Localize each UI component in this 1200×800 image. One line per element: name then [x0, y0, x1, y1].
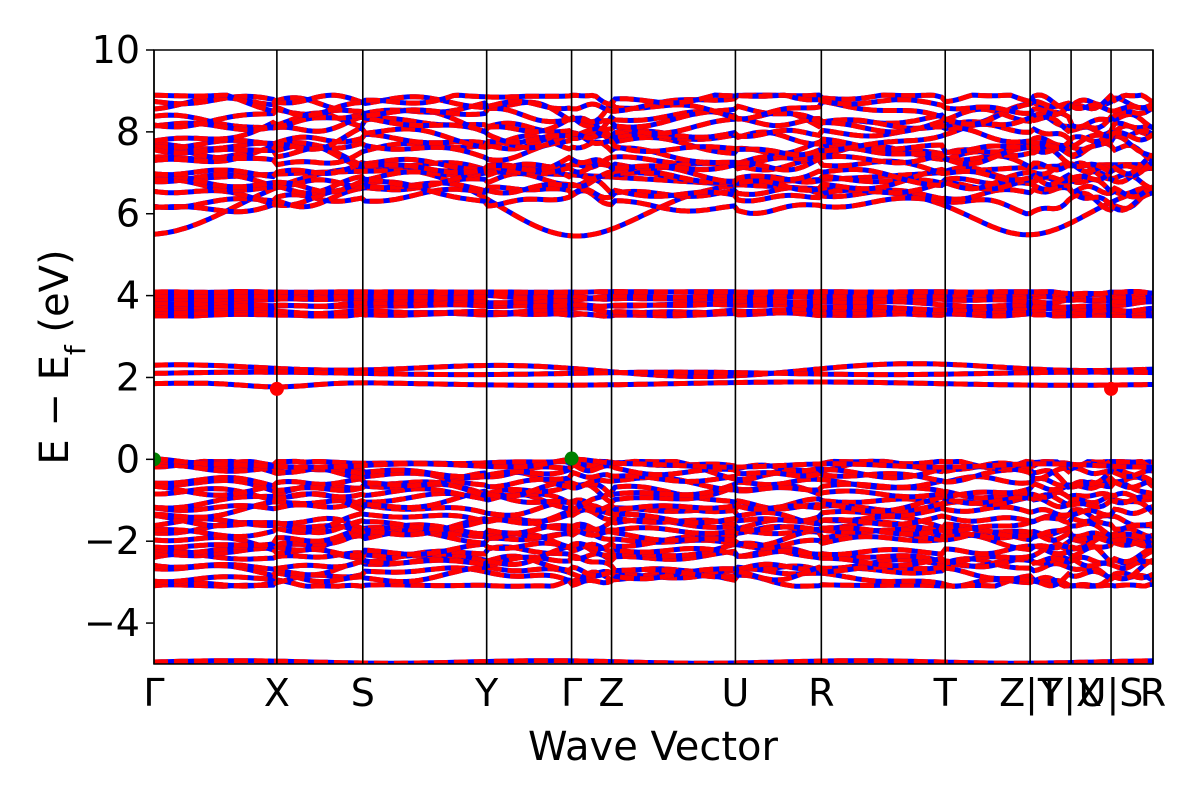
extrema-markers [154, 381, 1119, 467]
band-line-spin-up [154, 505, 1153, 536]
vbm-marker [154, 452, 161, 467]
band-line-spin-up [154, 107, 1153, 136]
band-line-spin-up [154, 361, 1153, 379]
x-tick-label: Γ [561, 671, 582, 715]
band-line-spin-up [154, 92, 1153, 118]
band-line-spin-up [154, 288, 1153, 297]
band-line-spin-up [154, 158, 1153, 195]
band-line-spin-up [154, 474, 1153, 500]
band-line-spin-up [154, 550, 1153, 583]
x-tick-label: Γ [143, 671, 164, 715]
band-line-spin-up [154, 553, 1153, 583]
x-tick-label: Z [599, 671, 625, 715]
band-line-spin-up [154, 170, 1153, 210]
y-axis-label: E − Ef (eV) [32, 249, 92, 464]
x-tick-label: T [933, 671, 958, 715]
band-line-spin-up [154, 95, 1153, 127]
x-tick-label: X [264, 671, 290, 715]
y-tick-label: 8 [116, 110, 140, 154]
band-line-spin-up [154, 369, 1153, 378]
y-tick-label: −2 [84, 519, 140, 563]
band-line-spin-up [154, 179, 1153, 215]
band-line-spin-up [154, 298, 1153, 310]
band-line-spin-up [154, 497, 1153, 526]
y-axis-label-main: E − E [32, 355, 78, 465]
band-line-spin-up [154, 533, 1153, 560]
x-tick-label: R [808, 671, 834, 715]
band-line-spin-up [154, 525, 1153, 551]
band-line-spin-up [154, 658, 1153, 664]
y-tick-label: 6 [116, 192, 140, 236]
band-line-spin-up [154, 507, 1153, 539]
x-tick-label: S [351, 671, 375, 715]
x-axis-label: Wave Vector [528, 724, 779, 770]
y-tick-label: −4 [84, 601, 140, 645]
band-line-spin-up [154, 290, 1153, 302]
x-tick-label: U [722, 671, 750, 715]
band-line-spin-up [154, 184, 1153, 217]
vbm-marker [564, 451, 579, 466]
band-line-spin-up [154, 133, 1153, 173]
y-axis-label-sub: f [59, 344, 92, 355]
band-line-spin-up [154, 304, 1153, 317]
band-line-spin-up [154, 568, 1153, 589]
band-lines [154, 92, 1153, 664]
cbm-marker [1104, 381, 1119, 396]
y-tick-label: 4 [116, 274, 140, 318]
x-axis: Γ X S Y Γ Z U R T Z|TY|XU|SR [143, 671, 1166, 716]
x-tick-label: Y|X [1039, 671, 1102, 716]
y-tick-label: 2 [116, 355, 140, 399]
band-line-spin-up [154, 379, 1153, 390]
y-tick-label: 0 [116, 437, 140, 481]
x-tick-label: R [1140, 671, 1166, 715]
x-tick-label: U|S [1079, 671, 1144, 716]
y-axis: −4 −2 0 2 4 6 8 10 [84, 28, 154, 645]
band-line-spin-up [154, 544, 1153, 572]
band-line-spin-up [154, 154, 1153, 188]
x-tick-label: Z|T [999, 671, 1062, 716]
y-axis-label-unit: (eV) [32, 249, 78, 345]
plot-frame [153, 49, 1154, 665]
cbm-marker [269, 381, 284, 396]
y-tick-label: 10 [92, 28, 140, 72]
x-tick-label: Y [474, 671, 499, 715]
band-line-spin-up [154, 123, 1153, 159]
band-line-spin-up [154, 456, 1153, 470]
band-line-spin-up [154, 483, 1153, 514]
